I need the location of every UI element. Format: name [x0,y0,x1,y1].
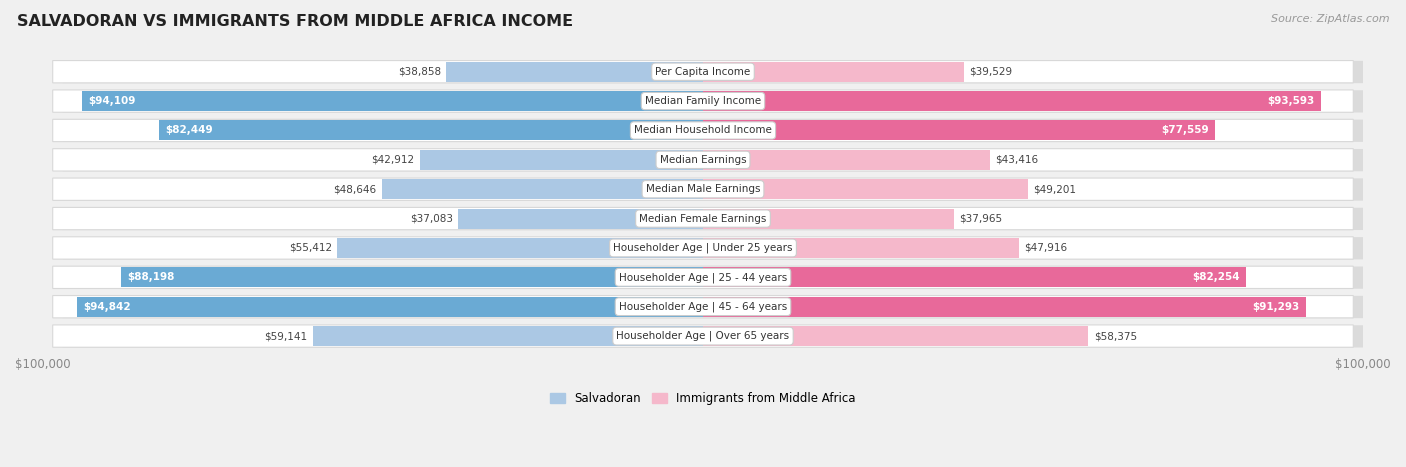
Text: $58,375: $58,375 [1094,331,1137,341]
Text: $55,412: $55,412 [288,243,332,253]
Text: $38,858: $38,858 [398,67,441,77]
FancyBboxPatch shape [52,178,1354,200]
Text: Householder Age | 45 - 64 years: Householder Age | 45 - 64 years [619,302,787,312]
FancyBboxPatch shape [52,61,1354,83]
FancyBboxPatch shape [63,120,1364,142]
Text: Householder Age | Over 65 years: Householder Age | Over 65 years [616,331,790,341]
FancyBboxPatch shape [52,119,1354,142]
FancyBboxPatch shape [63,149,1364,171]
FancyBboxPatch shape [52,149,1354,171]
Text: $94,842: $94,842 [83,302,131,311]
FancyBboxPatch shape [63,325,1364,347]
Text: $59,141: $59,141 [264,331,308,341]
Text: $48,646: $48,646 [333,184,377,194]
Text: $37,965: $37,965 [959,213,1002,224]
Bar [458,209,703,228]
Bar [420,150,703,170]
FancyBboxPatch shape [52,325,1354,347]
Text: Per Capita Income: Per Capita Income [655,67,751,77]
Text: $39,529: $39,529 [969,67,1012,77]
FancyBboxPatch shape [52,296,1354,318]
Text: Source: ZipAtlas.com: Source: ZipAtlas.com [1271,14,1389,24]
Text: $49,201: $49,201 [1033,184,1076,194]
Text: $42,912: $42,912 [371,155,415,165]
Text: Householder Age | Under 25 years: Householder Age | Under 25 years [613,243,793,253]
Text: $88,198: $88,198 [128,272,174,283]
Text: $37,083: $37,083 [411,213,453,224]
FancyBboxPatch shape [63,267,1364,289]
Bar [382,179,703,199]
FancyBboxPatch shape [63,178,1364,201]
Bar [447,62,703,82]
Legend: Salvadoran, Immigrants from Middle Africa: Salvadoran, Immigrants from Middle Afric… [546,387,860,410]
Text: Householder Age | 25 - 44 years: Householder Age | 25 - 44 years [619,272,787,283]
Text: Median Female Earnings: Median Female Earnings [640,213,766,224]
Bar [703,326,1088,346]
FancyBboxPatch shape [52,207,1354,230]
FancyBboxPatch shape [63,237,1364,260]
FancyBboxPatch shape [52,266,1354,289]
Text: $43,416: $43,416 [995,155,1038,165]
Text: $77,559: $77,559 [1161,126,1208,135]
Text: $47,916: $47,916 [1025,243,1067,253]
Text: $94,109: $94,109 [89,96,136,106]
Bar [703,150,990,170]
Bar [703,62,965,82]
Bar [703,120,1215,141]
FancyBboxPatch shape [63,296,1364,318]
Text: SALVADORAN VS IMMIGRANTS FROM MIDDLE AFRICA INCOME: SALVADORAN VS IMMIGRANTS FROM MIDDLE AFR… [17,14,574,29]
Bar [703,238,1019,258]
Bar [121,267,703,287]
Text: $93,593: $93,593 [1267,96,1315,106]
Bar [312,326,703,346]
Text: Median Male Earnings: Median Male Earnings [645,184,761,194]
Text: $82,449: $82,449 [166,126,212,135]
FancyBboxPatch shape [52,90,1354,112]
Bar [703,297,1306,317]
Text: Median Family Income: Median Family Income [645,96,761,106]
Bar [159,120,703,141]
Text: $82,254: $82,254 [1192,272,1240,283]
Text: Median Household Income: Median Household Income [634,126,772,135]
Bar [77,297,703,317]
Bar [82,91,703,111]
Bar [703,267,1246,287]
Bar [703,209,953,228]
Bar [337,238,703,258]
Bar [703,179,1028,199]
FancyBboxPatch shape [63,208,1364,230]
FancyBboxPatch shape [52,237,1354,259]
Text: $91,293: $91,293 [1251,302,1299,311]
Text: Median Earnings: Median Earnings [659,155,747,165]
FancyBboxPatch shape [63,90,1364,113]
FancyBboxPatch shape [63,61,1364,83]
Bar [703,91,1320,111]
